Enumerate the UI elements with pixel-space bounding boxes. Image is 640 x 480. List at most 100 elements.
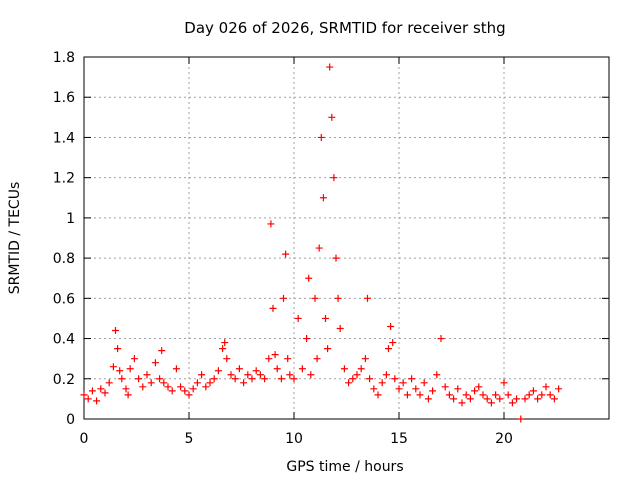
data-point	[391, 375, 399, 383]
data-point	[143, 371, 151, 379]
data-point	[235, 365, 243, 373]
data-point	[328, 113, 336, 121]
data-point	[353, 371, 361, 379]
grid-lines	[84, 57, 609, 419]
data-point	[416, 391, 424, 399]
data-point	[555, 385, 563, 393]
data-point	[546, 391, 554, 399]
data-point	[282, 250, 290, 258]
data-point	[389, 339, 397, 347]
data-point	[84, 395, 92, 403]
data-point	[105, 379, 113, 387]
data-point	[164, 383, 172, 391]
data-point	[429, 387, 437, 395]
data-point	[97, 385, 105, 393]
data-point	[542, 383, 550, 391]
axis-ticks: 0 0.2 0.4 0.6 0.8 1 1.2 1.4 1.6 1.8 0 5 10 15 20	[53, 50, 609, 447]
data-point	[112, 327, 119, 335]
x-axis-label: GPS time / hours	[286, 459, 403, 475]
x-tick-label: 20	[495, 431, 513, 447]
data-point	[382, 371, 390, 379]
data-point	[450, 395, 458, 403]
data-point	[311, 294, 319, 302]
y-tick-label: 0.4	[53, 332, 75, 348]
y-axis-label: SRMTID / TECUs	[7, 182, 23, 295]
x-tick-label: 10	[285, 431, 303, 447]
data-point	[521, 395, 529, 403]
data-point	[122, 385, 130, 393]
data-point	[408, 375, 416, 383]
data-point	[248, 375, 256, 383]
data-point	[395, 385, 403, 393]
data-point	[280, 294, 287, 302]
y-tick-label: 0.6	[53, 291, 75, 307]
y-tick-label: 0.2	[53, 372, 75, 388]
data-point	[219, 345, 227, 353]
data-point	[370, 385, 378, 393]
data-point	[513, 395, 521, 403]
data-point	[290, 375, 298, 383]
data-point	[202, 383, 210, 391]
data-point	[399, 379, 407, 387]
data-point	[508, 399, 516, 407]
data-point	[261, 375, 269, 383]
data-point	[193, 379, 201, 387]
data-point	[156, 375, 164, 383]
data-point	[462, 391, 470, 399]
data-point	[256, 371, 264, 379]
data-point	[357, 365, 365, 373]
data-point	[529, 387, 537, 395]
data-point	[378, 379, 386, 387]
data-point	[269, 304, 277, 312]
data-point	[324, 345, 332, 353]
data-point	[185, 391, 193, 399]
data-point	[340, 365, 348, 373]
x-tick-label: 0	[80, 431, 89, 447]
data-point	[525, 391, 533, 399]
data-point	[265, 355, 273, 363]
data-point	[445, 391, 453, 399]
data-point	[364, 294, 371, 302]
data-point	[214, 367, 222, 375]
data-point	[334, 294, 342, 302]
data-point	[466, 395, 474, 403]
data-point	[227, 371, 235, 379]
data-point	[172, 365, 180, 373]
data-point	[206, 379, 214, 387]
data-point	[319, 194, 327, 202]
data-point	[116, 367, 124, 375]
data-point	[177, 383, 185, 391]
data-point	[424, 395, 432, 403]
data-point	[483, 395, 491, 403]
data-point	[271, 351, 279, 359]
data-point	[101, 389, 109, 397]
data-point	[286, 371, 294, 379]
data-point	[305, 274, 313, 282]
data-point	[284, 355, 292, 363]
data-point	[139, 383, 147, 391]
data-point	[504, 391, 512, 399]
data-point	[550, 395, 558, 403]
x-tick-label: 15	[390, 431, 408, 447]
y-tick-label: 1.8	[53, 50, 75, 66]
data-point	[158, 347, 166, 355]
plot-frame	[83, 56, 610, 420]
data-point	[361, 355, 369, 363]
y-tick-label: 1.4	[53, 130, 75, 146]
data-point	[458, 399, 466, 407]
data-point	[244, 371, 252, 379]
data-point	[420, 379, 428, 387]
data-point	[151, 359, 159, 367]
data-point	[366, 375, 374, 383]
x-tick-label: 5	[185, 431, 194, 447]
data-point	[147, 379, 155, 387]
data-point	[114, 345, 122, 353]
y-tick-label: 1.6	[53, 90, 75, 106]
data-point	[437, 335, 445, 343]
data-point	[80, 391, 88, 399]
data-point	[160, 379, 168, 387]
data-point	[273, 365, 281, 373]
data-point	[221, 339, 229, 347]
